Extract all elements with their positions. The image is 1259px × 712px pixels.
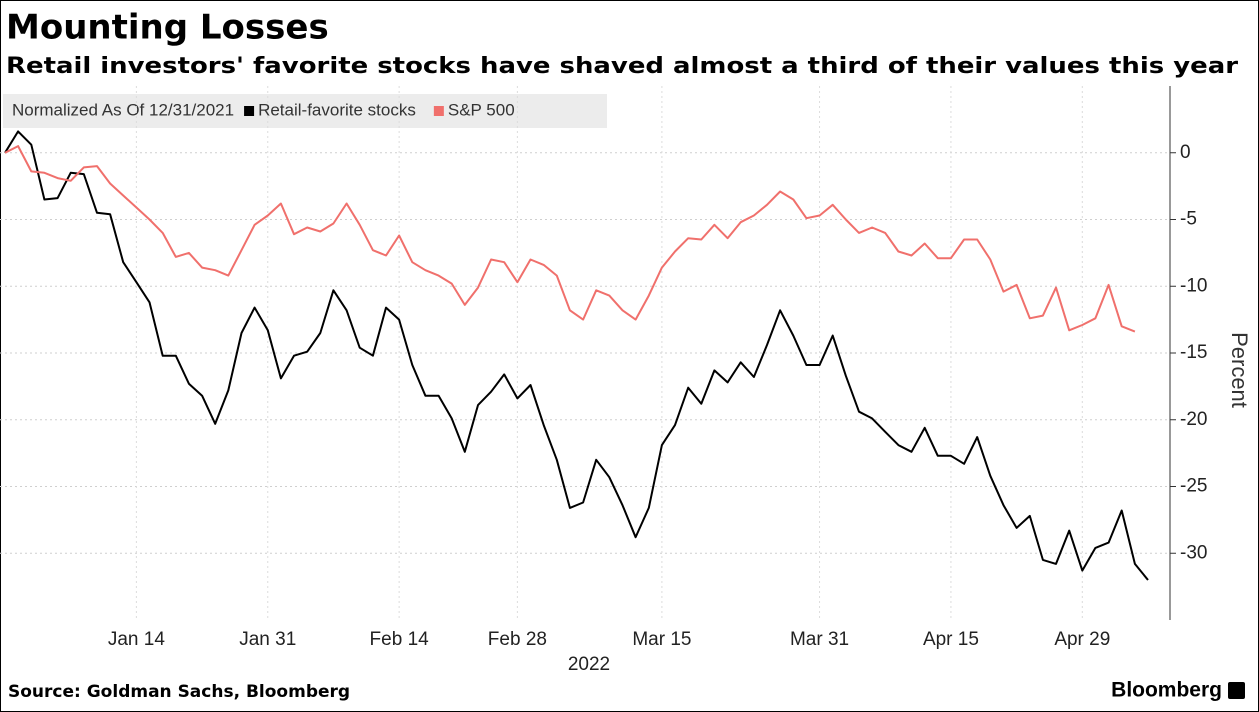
y-tick-label: -15 [1180,342,1207,363]
x-tick-label: Jan 31 [239,629,296,650]
x-tick-label: Mar 15 [632,629,691,650]
x-tick-label: Apr 29 [1054,629,1110,650]
legend-swatch [433,106,444,116]
x-tick-label: Apr 15 [923,629,979,650]
brand: Bloomberg [1111,679,1222,702]
x-tick-label: Feb 28 [488,629,547,650]
x-tick-label: Feb 14 [370,629,430,650]
x-tick-label: Jan 14 [108,629,165,650]
y-tick-label: -20 [1180,409,1207,430]
chart-title: Mounting Losses [6,8,329,48]
chart-subtitle: Retail investors' favorite stocks have s… [6,54,1238,79]
y-tick-label: -30 [1180,542,1207,563]
y-tick-label: -25 [1180,476,1207,497]
series-line [4,145,1136,333]
legend-label: Retail-favorite stocks [258,100,416,119]
x-axis-label: 2022 [568,654,610,675]
y-tick-label: 0 [1180,142,1191,163]
legend-box [3,94,607,128]
legend-swatch [244,106,255,116]
x-tick-label: Mar 31 [790,629,849,650]
legend-title: Normalized As Of 12/31/2021 [12,100,234,119]
source: Source: Goldman Sachs, Bloomberg [8,682,350,702]
y-tick-label: -5 [1180,209,1197,230]
y-axis-label: Percent [1227,332,1252,408]
brand-icon [1228,682,1245,699]
y-tick-label: -10 [1180,275,1207,296]
legend-label: S&P 500 [448,100,515,119]
series-line [4,130,1149,581]
